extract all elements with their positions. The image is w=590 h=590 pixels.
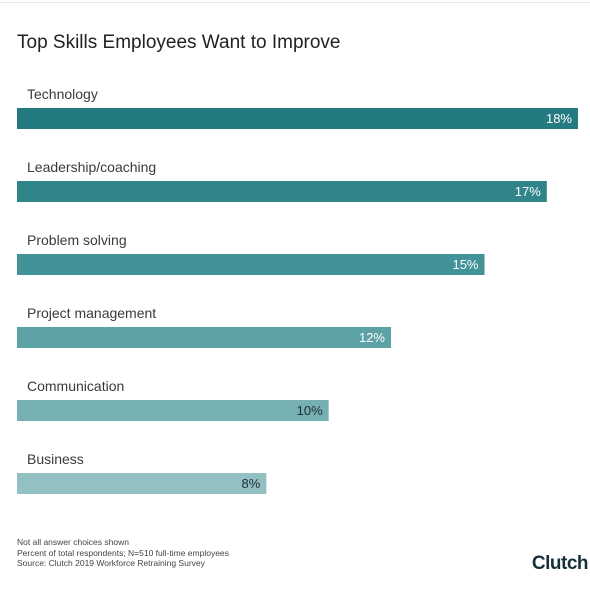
bar <box>17 473 267 494</box>
note-line: Percent of total respondents; N=510 full… <box>17 547 229 558</box>
bar-chart: Technology 18% Leadership/coaching 17% Probl… <box>17 86 578 494</box>
top-divider <box>0 2 590 3</box>
bar <box>17 254 485 275</box>
bar <box>17 327 391 348</box>
source-line: Source: Clutch 2019 Workforce Retraining… <box>17 558 205 568</box>
value-label: 18% <box>546 111 572 126</box>
clutch-logo: Clutch <box>531 553 589 574</box>
value-label: 12% <box>359 330 385 345</box>
value-label: 17% <box>515 184 541 199</box>
chart-title: Top Skills Employees Want to Improve <box>17 32 341 53</box>
value-label: 8% <box>242 476 261 491</box>
bar <box>17 400 329 421</box>
value-label: 10% <box>297 403 323 418</box>
category-label: Communication <box>27 378 124 394</box>
note-line: Not all answer choices shown <box>17 537 129 547</box>
chart-notes: Not all answer choices shown Percent of … <box>17 537 229 569</box>
category-label: Project management <box>27 305 156 321</box>
category-label: Leadership/coaching <box>27 159 156 175</box>
category-label: Problem solving <box>27 232 127 248</box>
bar <box>17 181 547 202</box>
category-label: Business <box>27 451 84 467</box>
category-label: Technology <box>27 86 98 102</box>
bar <box>17 108 578 129</box>
value-label: 15% <box>452 257 478 272</box>
